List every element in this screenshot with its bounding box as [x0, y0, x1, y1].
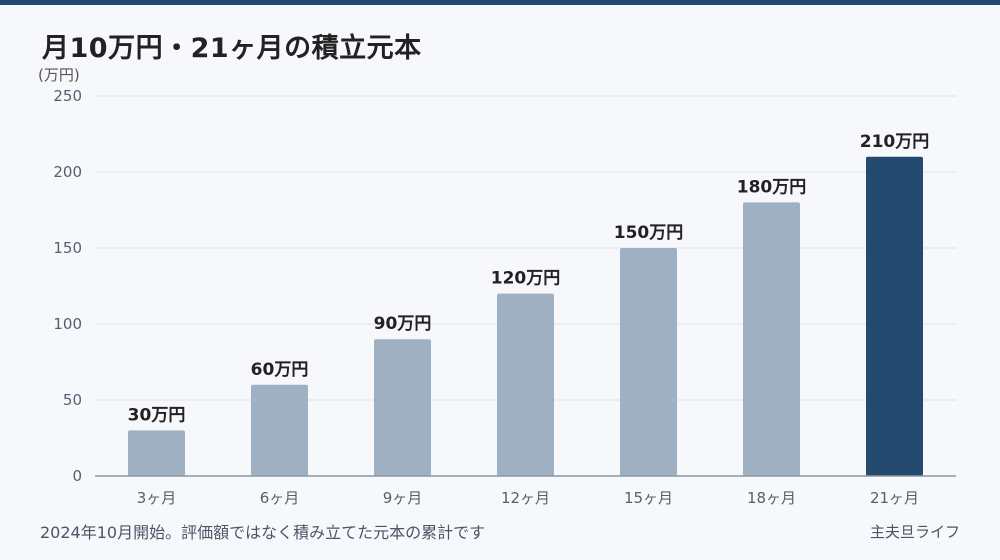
bar-highlighted: [866, 156, 923, 477]
y-axis-unit-label: (万円): [38, 66, 80, 84]
data-label: 90万円: [374, 314, 432, 334]
data-label: 150万円: [614, 223, 684, 243]
bar: [497, 293, 554, 476]
x-tick-label: 15ヶ月: [624, 489, 673, 507]
y-tick-label: 50: [63, 391, 82, 409]
y-tick-label: 0: [72, 467, 82, 485]
x-tick-label: 18ヶ月: [747, 489, 796, 507]
y-tick-label: 100: [53, 315, 82, 333]
data-label: 60万円: [251, 360, 309, 380]
x-tick-label: 3ヶ月: [137, 489, 177, 507]
bar: [128, 430, 185, 476]
chart-title: 月10万円・21ヶ月の積立元本: [42, 33, 422, 64]
y-tick-label: 250: [53, 87, 82, 105]
data-label: 180万円: [737, 177, 807, 197]
bar: [620, 248, 677, 476]
data-label: 210万円: [860, 132, 930, 152]
x-tick-label: 6ヶ月: [260, 489, 300, 507]
data-label: 30万円: [128, 405, 186, 425]
bar: [743, 202, 800, 476]
y-tick-label: 150: [53, 239, 82, 257]
bar: [251, 384, 308, 476]
brand-name: 主夫旦ライフ: [869, 523, 960, 541]
y-tick-label: 200: [53, 163, 82, 181]
footnote: 2024年10月開始。評価額ではなく積み立てた元本の累計です: [40, 523, 486, 542]
x-tick-label: 12ヶ月: [501, 489, 550, 507]
bar: [374, 339, 431, 476]
top-accent-bar: [0, 0, 1000, 5]
data-label: 120万円: [491, 269, 561, 289]
x-tick-label: 9ヶ月: [383, 489, 423, 507]
x-tick-label: 21ヶ月: [870, 489, 919, 507]
